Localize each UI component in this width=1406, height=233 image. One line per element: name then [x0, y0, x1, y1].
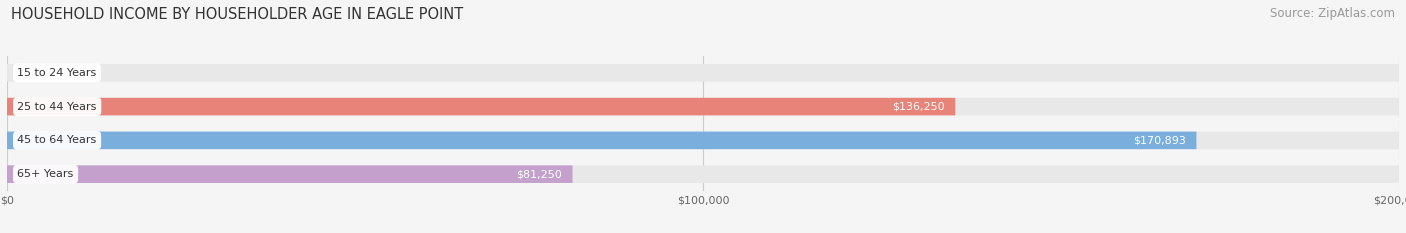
- Text: 15 to 24 Years: 15 to 24 Years: [17, 68, 97, 78]
- Text: $136,250: $136,250: [893, 102, 945, 112]
- FancyBboxPatch shape: [7, 98, 955, 115]
- Text: 25 to 44 Years: 25 to 44 Years: [17, 102, 97, 112]
- Text: $0: $0: [35, 68, 49, 78]
- FancyBboxPatch shape: [7, 132, 1399, 149]
- Text: 65+ Years: 65+ Years: [17, 169, 73, 179]
- Text: Source: ZipAtlas.com: Source: ZipAtlas.com: [1270, 7, 1395, 20]
- FancyBboxPatch shape: [7, 165, 572, 183]
- FancyBboxPatch shape: [7, 165, 1399, 183]
- FancyBboxPatch shape: [7, 132, 1197, 149]
- Text: HOUSEHOLD INCOME BY HOUSEHOLDER AGE IN EAGLE POINT: HOUSEHOLD INCOME BY HOUSEHOLDER AGE IN E…: [11, 7, 464, 22]
- FancyBboxPatch shape: [7, 98, 1399, 115]
- Text: 45 to 64 Years: 45 to 64 Years: [17, 135, 97, 145]
- FancyBboxPatch shape: [7, 64, 1399, 82]
- Text: $81,250: $81,250: [516, 169, 562, 179]
- Text: $170,893: $170,893: [1133, 135, 1185, 145]
